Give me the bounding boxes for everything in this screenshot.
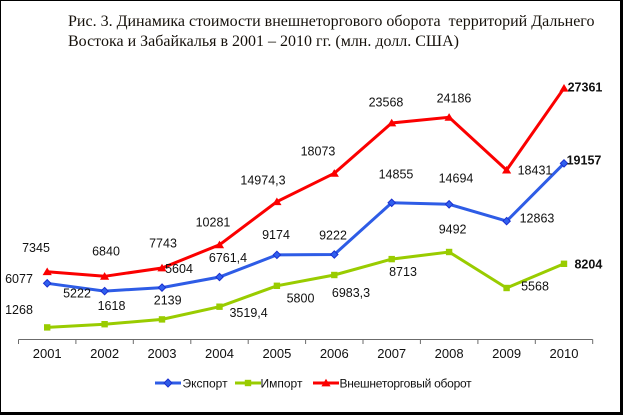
svg-text:6761,4: 6761,4 <box>209 251 247 265</box>
svg-text:Экспорт: Экспорт <box>183 376 229 390</box>
svg-text:7345: 7345 <box>22 241 50 255</box>
svg-text:14694: 14694 <box>439 171 474 185</box>
svg-text:27361: 27361 <box>568 80 603 94</box>
svg-text:2004: 2004 <box>205 346 234 361</box>
svg-text:2002: 2002 <box>90 346 119 361</box>
svg-text:10281: 10281 <box>196 215 231 229</box>
svg-text:6983,3: 6983,3 <box>332 286 370 300</box>
svg-text:9174: 9174 <box>262 228 290 242</box>
svg-text:5800: 5800 <box>287 291 315 305</box>
svg-text:8713: 8713 <box>389 265 417 279</box>
svg-text:14974,3: 14974,3 <box>240 173 285 187</box>
svg-text:2006: 2006 <box>320 346 349 361</box>
svg-text:2003: 2003 <box>148 346 177 361</box>
svg-text:1268: 1268 <box>5 303 33 317</box>
svg-text:5222: 5222 <box>63 286 91 300</box>
svg-text:1618: 1618 <box>98 299 126 313</box>
svg-text:2008: 2008 <box>435 346 464 361</box>
svg-text:2007: 2007 <box>377 346 406 361</box>
svg-text:18431: 18431 <box>518 163 553 177</box>
svg-text:6840: 6840 <box>92 244 120 258</box>
svg-text:2009: 2009 <box>492 346 521 361</box>
svg-text:9222: 9222 <box>319 229 347 243</box>
svg-text:14855: 14855 <box>379 168 414 182</box>
svg-text:Импорт: Импорт <box>261 376 303 390</box>
svg-text:2001: 2001 <box>33 346 62 361</box>
svg-text:6077: 6077 <box>5 272 33 286</box>
svg-text:12863: 12863 <box>520 212 555 226</box>
svg-text:8204: 8204 <box>574 257 602 271</box>
svg-text:5604: 5604 <box>165 262 193 276</box>
svg-text:Внешнеторговый оборот: Внешнеторговый оборот <box>340 376 473 390</box>
svg-text:9492: 9492 <box>439 223 467 237</box>
svg-text:19157: 19157 <box>567 153 602 167</box>
svg-text:24186: 24186 <box>437 91 472 105</box>
svg-text:2139: 2139 <box>154 293 182 307</box>
svg-text:7743: 7743 <box>149 236 177 250</box>
svg-text:5568: 5568 <box>521 279 549 293</box>
svg-text:2005: 2005 <box>262 346 291 361</box>
svg-text:3519,4: 3519,4 <box>229 306 267 320</box>
svg-text:2010: 2010 <box>550 346 579 361</box>
svg-text:23568: 23568 <box>369 95 404 109</box>
svg-text:18073: 18073 <box>301 144 336 158</box>
